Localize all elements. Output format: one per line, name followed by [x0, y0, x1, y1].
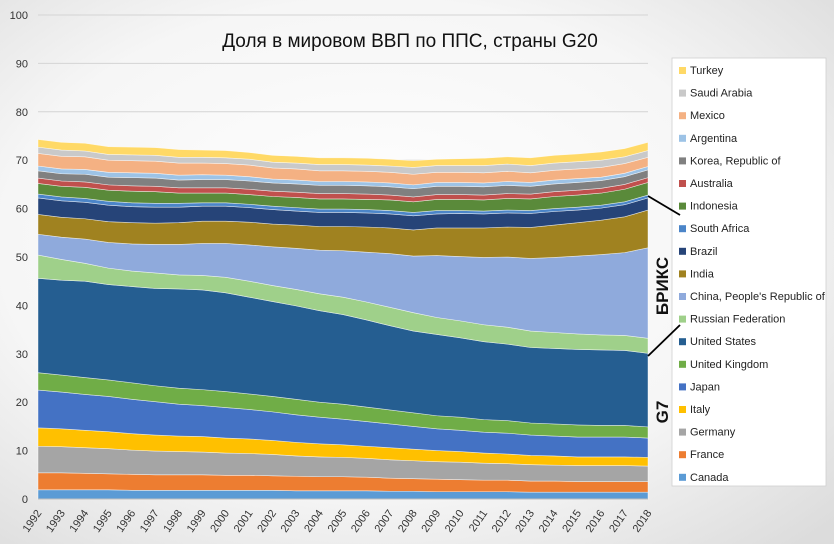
legend-swatch-south-africa — [679, 225, 686, 233]
y-tick-label: 40 — [16, 300, 28, 312]
brics-label: БРИКС — [653, 257, 672, 315]
y-tick-label: 80 — [16, 107, 28, 119]
brics-bracket-bottom — [647, 324, 681, 357]
legend-swatch-canada — [679, 473, 686, 481]
legend-label-united-kingdom: United Kingdom — [690, 359, 768, 371]
legend-swatch-russian-federation — [679, 315, 686, 323]
legend-label-korea-republic-of: Korea, Republic of — [690, 155, 781, 167]
legend-swatch-saudi-arabia — [679, 89, 686, 97]
legend-swatch-france — [679, 451, 686, 459]
y-tick-label: 100 — [10, 10, 28, 22]
legend-label-russian-federation: Russian Federation — [690, 314, 785, 326]
legend-swatch-brazil — [679, 247, 686, 255]
legend-label-australia: Australia — [690, 178, 734, 190]
legend-label-italy: Italy — [690, 404, 711, 416]
legend-swatch-india — [679, 270, 686, 278]
legend-label-china-people-s-republic-of: China, People's Republic of — [690, 291, 826, 303]
legend-swatch-united-states — [679, 338, 686, 346]
legend-label-brazil: Brazil — [690, 246, 718, 258]
legend-label-japan: Japan — [690, 381, 720, 393]
y-tick-label: 20 — [16, 397, 28, 409]
y-tick-label: 0 — [22, 494, 28, 506]
area-turkey — [37, 139, 649, 168]
legend-swatch-indonesia — [679, 202, 686, 210]
y-tick-label: 10 — [16, 446, 28, 458]
legend-swatch-argentina — [679, 134, 686, 142]
legend-label-germany: Germany — [690, 427, 736, 439]
y-tick-label: 60 — [16, 204, 28, 216]
legend-swatch-mexico — [679, 112, 686, 120]
legend-swatch-china-people-s-republic-of — [679, 293, 686, 300]
legend-swatch-japan — [679, 383, 686, 391]
legend-swatch-germany — [679, 428, 686, 436]
legend-swatch-korea-republic-of — [679, 157, 686, 165]
legend-swatch-australia — [679, 180, 686, 187]
legend-swatch-italy — [679, 406, 686, 413]
legend-label-turkey: Turkey — [690, 65, 724, 77]
legend-swatch-turkey — [679, 67, 686, 74]
legend-label-india: India — [690, 268, 715, 280]
y-tick-label: 70 — [16, 155, 28, 167]
legend-label-united-states: United States — [690, 336, 757, 348]
legend-label-argentina: Argentina — [690, 133, 738, 145]
legend-label-france: France — [690, 449, 724, 461]
legend-label-south-africa: South Africa — [690, 223, 750, 235]
legend-label-indonesia: Indonesia — [690, 201, 739, 213]
group-annotations: БРИКС G7 — [647, 195, 681, 424]
legend: Turkey Saudi Arabia Mexico Argentina Korea, … — [671, 57, 827, 487]
brics-bracket-top — [647, 195, 681, 216]
legend-label-canada: Canada — [690, 472, 729, 484]
series-areas — [37, 139, 649, 500]
y-tick-label: 50 — [16, 252, 28, 264]
legend-label-mexico: Mexico — [690, 110, 725, 122]
legend-box — [671, 57, 827, 487]
legend-swatch-united-kingdom — [679, 360, 686, 368]
legend-label-saudi-arabia: Saudi Arabia — [690, 88, 753, 100]
chart-title: Доля в мировом ВВП по ППС, страны G20 — [222, 31, 598, 52]
g7-label: G7 — [653, 401, 672, 424]
y-tick-label: 90 — [16, 58, 28, 70]
y-tick-label: 30 — [16, 349, 28, 361]
